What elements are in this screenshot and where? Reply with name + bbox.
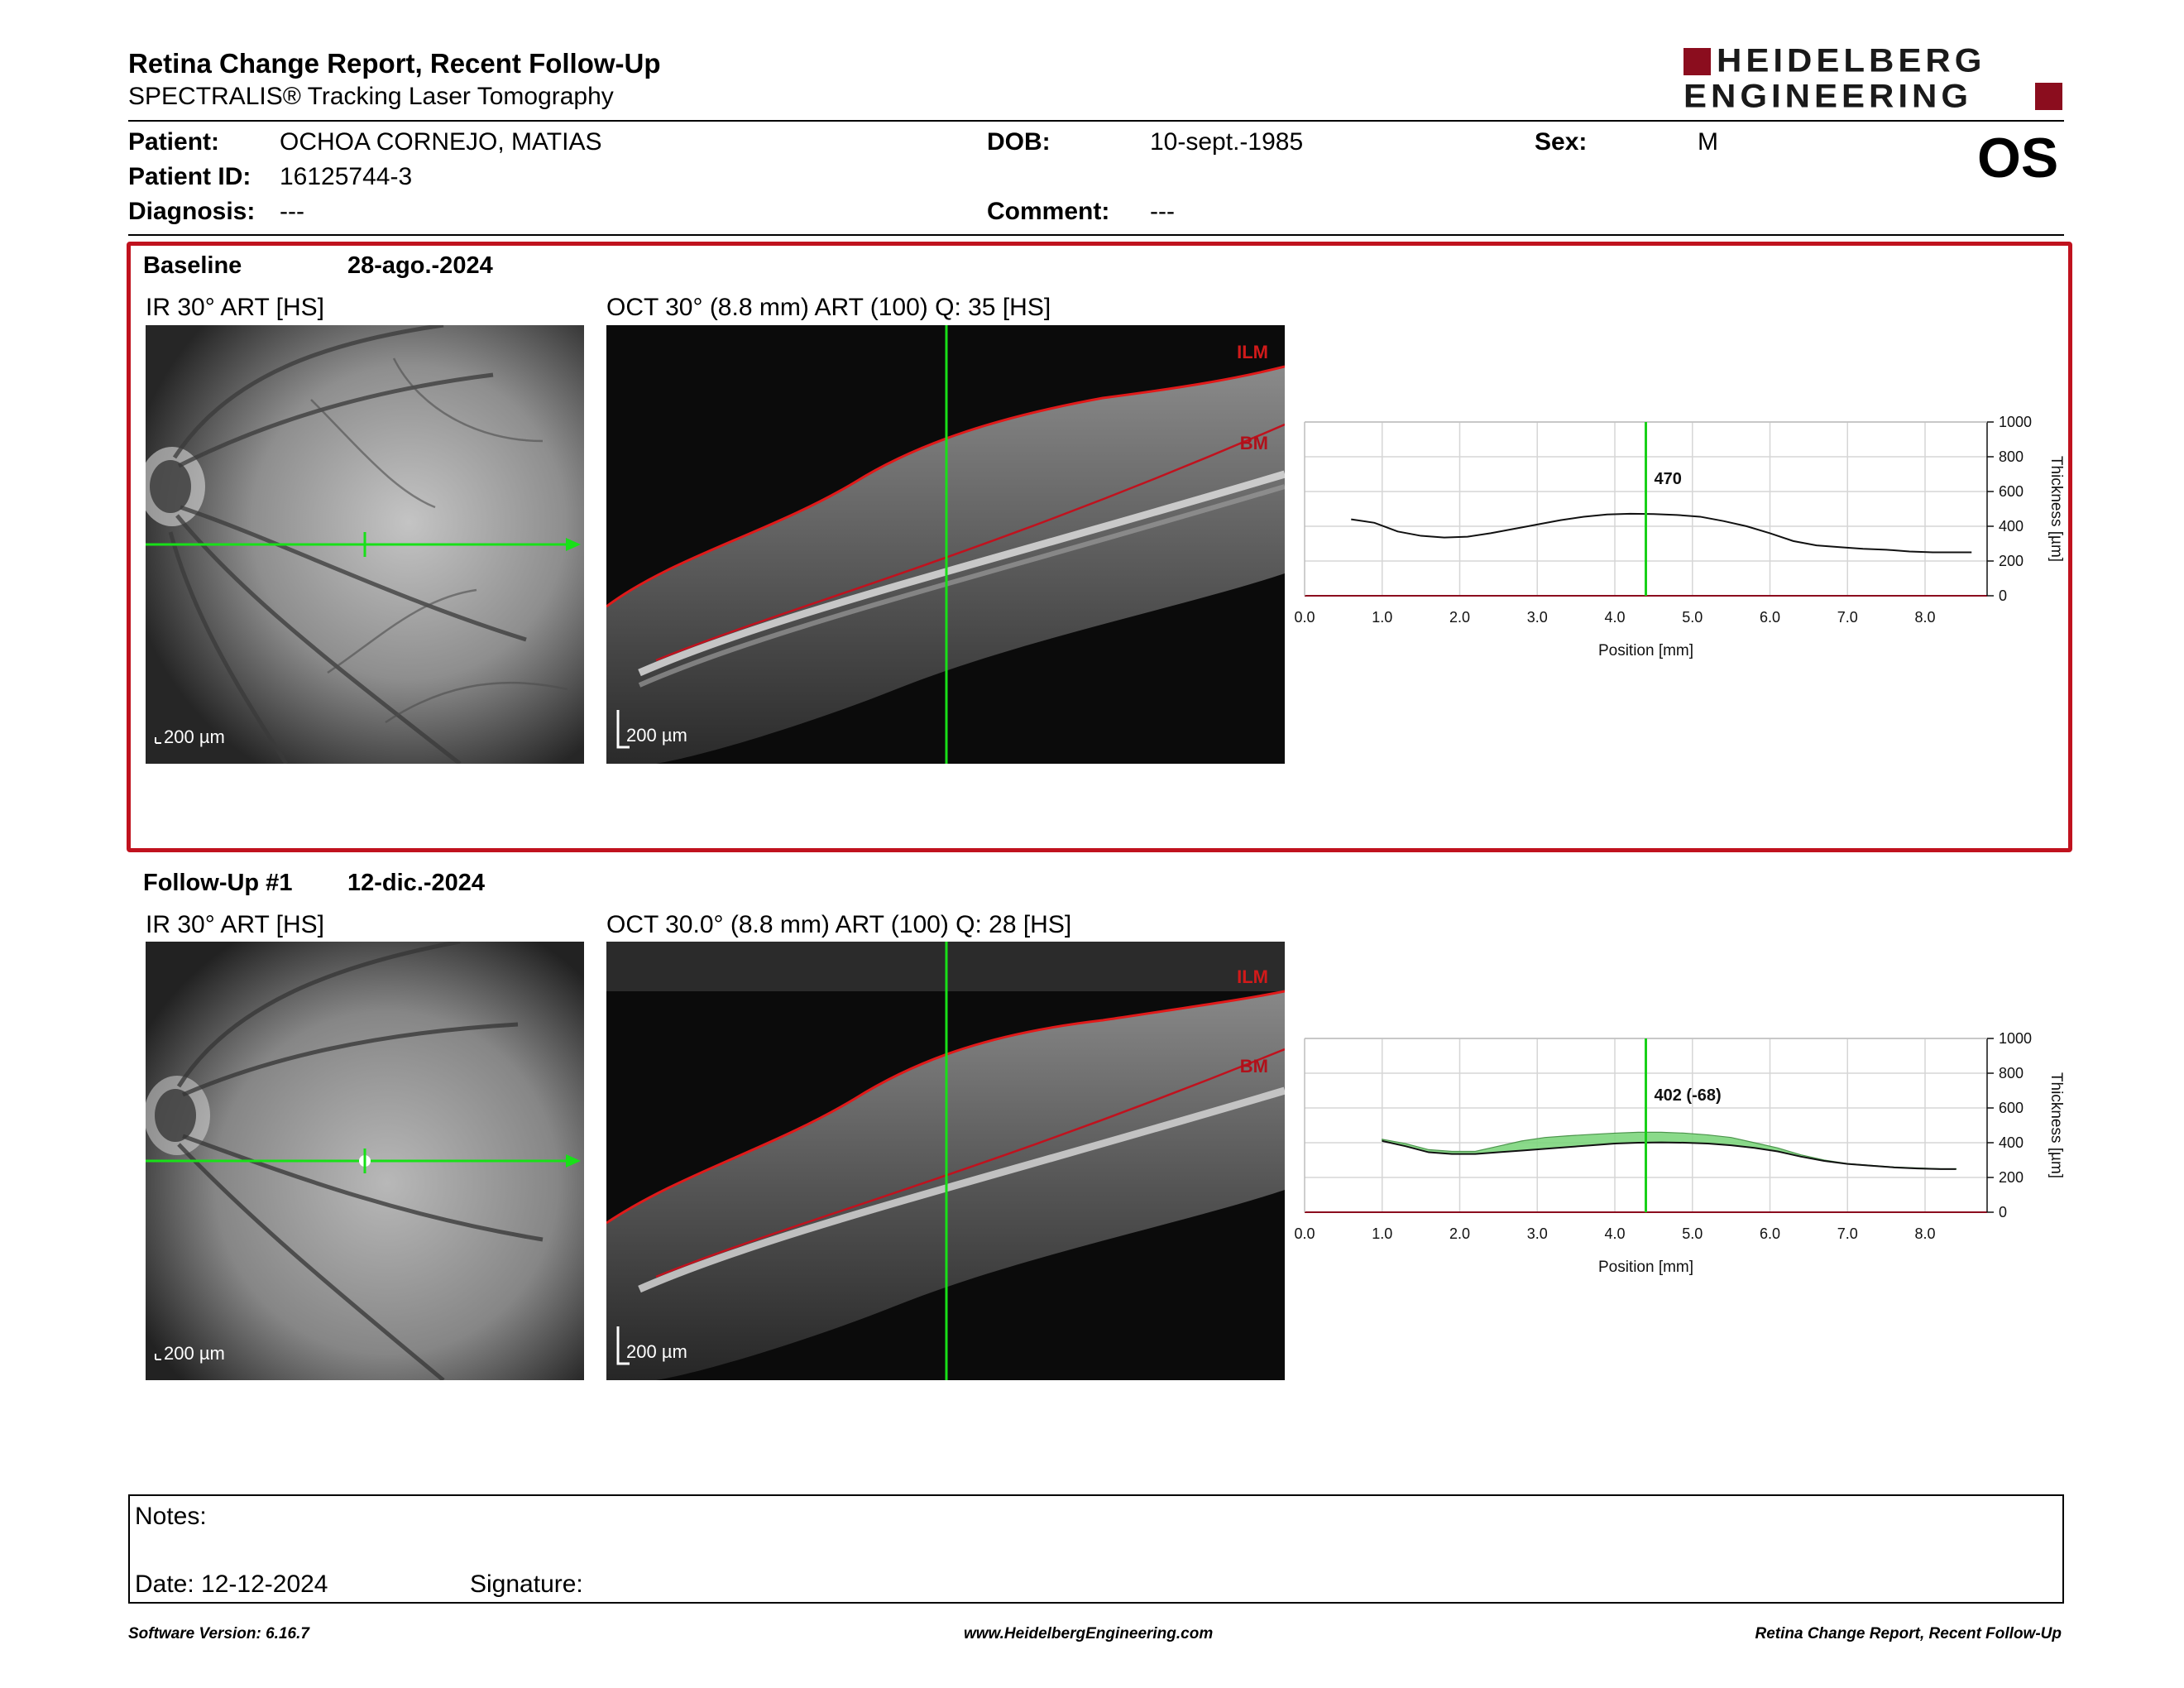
notes-label: Notes: bbox=[135, 1503, 207, 1530]
chart-x-tick-label: 8.0 bbox=[1914, 609, 1935, 626]
chart-x-tick-label: 6.0 bbox=[1760, 609, 1780, 626]
baseline-date: 28-ago.-2024 bbox=[347, 252, 493, 279]
patient-divider bbox=[128, 234, 2064, 236]
followup-ir-title: IR 30° ART [HS] bbox=[146, 911, 324, 938]
diagnosis-value: --- bbox=[280, 198, 304, 225]
chart-y-tick-label: 400 bbox=[1999, 1134, 2024, 1151]
followup-oct-scale-label: 200 µm bbox=[626, 1341, 687, 1362]
followup-fundus-drawing bbox=[146, 942, 584, 1380]
chart-x-tick-label: 7.0 bbox=[1837, 609, 1858, 626]
chart-x-axis-label: Position [mm] bbox=[1598, 642, 1693, 659]
chart-y-tick-label: 600 bbox=[1999, 483, 2024, 500]
baseline-ir-fundus-image: 200 µm bbox=[146, 325, 584, 764]
chart-series-line bbox=[1351, 512, 1972, 554]
chart-x-tick-label: 0.0 bbox=[1295, 1225, 1315, 1242]
chart-x-tick-label: 5.0 bbox=[1682, 1225, 1703, 1242]
notes-date: Date: 12-12-2024 bbox=[135, 1571, 328, 1598]
chart-x-tick-label: 8.0 bbox=[1914, 1225, 1935, 1242]
followup-oct-drawing: ILM BM bbox=[606, 942, 1285, 1380]
baseline-ir-title: IR 30° ART [HS] bbox=[146, 294, 324, 321]
chart-y-tick-label: 200 bbox=[1999, 553, 2024, 569]
dob-value: 10-sept.-1985 bbox=[1150, 128, 1304, 156]
chart-y-tick-label: 0 bbox=[1999, 1204, 2007, 1220]
followup-ir-fundus-image: 200 µm bbox=[146, 942, 584, 1380]
followup-ilm-label: ILM bbox=[1237, 966, 1268, 987]
chart-series-line bbox=[1382, 1139, 1956, 1170]
heidelberg-logo: HEIDELBERG ENGINEERING bbox=[1684, 41, 2064, 116]
chart-x-tick-label: 1.0 bbox=[1372, 1225, 1392, 1242]
followup-oct-bscan-image: ILM BM 200 µm bbox=[606, 942, 1285, 1380]
logo-square-top bbox=[1684, 48, 1711, 75]
chart-y-tick-label: 200 bbox=[1999, 1169, 2024, 1186]
followup-label: Follow-Up #1 bbox=[143, 870, 293, 896]
chart-difference-area bbox=[1382, 1131, 1957, 1170]
notes-box bbox=[128, 1494, 2064, 1604]
chart-x-tick-label: 1.0 bbox=[1372, 609, 1392, 626]
comment-label: Comment: bbox=[987, 198, 1110, 225]
baseline-oct-title: OCT 30° (8.8 mm) ART (100) Q: 35 [HS] bbox=[606, 294, 1051, 321]
footer-report-name: Retina Change Report, Recent Follow-Up bbox=[1755, 1625, 2062, 1642]
chart-x-tick-label: 4.0 bbox=[1604, 1225, 1625, 1242]
baseline-section bbox=[127, 242, 2072, 852]
logo-square-bottom bbox=[2035, 83, 2062, 110]
header-divider bbox=[128, 120, 2064, 122]
chart-marker-value-label: 470 bbox=[1655, 470, 1682, 488]
dob-label: DOB: bbox=[987, 128, 1051, 156]
followup-thickness-chart: 0.0 1.0 2.0 3.0 4.0 5.0 6.0 7.0 8.0 0 200 400 600 800… bbox=[1295, 1030, 2065, 1276]
diagnosis-label: Diagnosis: bbox=[128, 198, 256, 225]
baseline-thickness-chart: 0.0 1.0 2.0 3.0 4.0 5.0 6.0 7.0 8.0 0 200 400 600 800… bbox=[1295, 414, 2065, 659]
followup-oct-title: OCT 30.0° (8.8 mm) ART (100) Q: 28 [HS] bbox=[606, 911, 1072, 938]
chart-y-tick-label: 0 bbox=[1999, 587, 2007, 604]
patient-name: OCHOA CORNEJO, MATIAS bbox=[280, 128, 602, 156]
patient-id-label: Patient ID: bbox=[128, 163, 251, 190]
chart-x-tick-label: 7.0 bbox=[1837, 1225, 1858, 1242]
baseline-bm-label: BM bbox=[1240, 433, 1268, 453]
chart-y-axis-label: Thickness [µm] bbox=[2048, 1072, 2065, 1178]
baseline-oct-bscan-image: ILM BM 200 µm bbox=[606, 325, 1285, 764]
chart-x-tick-label: 2.0 bbox=[1449, 609, 1470, 626]
chart-x-tick-label: 2.0 bbox=[1449, 1225, 1470, 1242]
baseline-label: Baseline bbox=[143, 252, 242, 279]
logo-text-line1: HEIDELBERG bbox=[1717, 41, 1986, 79]
sex-value: M bbox=[1698, 128, 1718, 156]
chart-x-tick-label: 3.0 bbox=[1527, 609, 1548, 626]
footer-website[interactable]: www.HeidelbergEngineering.com bbox=[964, 1625, 1214, 1642]
followup-bm-label: BM bbox=[1240, 1056, 1268, 1077]
eye-indicator: OS bbox=[1977, 127, 2059, 189]
baseline-oct-scale-label: 200 µm bbox=[626, 725, 687, 746]
chart-y-axis-label: Thickness [µm] bbox=[2048, 456, 2065, 562]
followup-date: 12-dic.-2024 bbox=[347, 870, 486, 896]
chart-x-tick-label: 0.0 bbox=[1295, 609, 1315, 626]
chart-x-tick-label: 3.0 bbox=[1527, 1225, 1548, 1242]
logo-text-line2: ENGINEERING bbox=[1684, 77, 1973, 114]
baseline-ilm-label: ILM bbox=[1237, 342, 1268, 362]
chart-x-tick-label: 5.0 bbox=[1682, 609, 1703, 626]
patient-label: Patient: bbox=[128, 128, 220, 156]
report-title: Retina Change Report, Recent Follow-Up bbox=[128, 48, 661, 79]
chart-y-tick-label: 1000 bbox=[1999, 414, 2032, 430]
chart-y-tick-label: 800 bbox=[1999, 448, 2024, 465]
signature-label: Signature: bbox=[470, 1571, 583, 1598]
baseline-fundus-drawing bbox=[146, 325, 584, 764]
chart-y-tick-label: 800 bbox=[1999, 1065, 2024, 1081]
baseline-ir-scale-label: 200 µm bbox=[164, 727, 225, 747]
chart-y-tick-label: 1000 bbox=[1999, 1030, 2032, 1047]
followup-ir-scale-label: 200 µm bbox=[164, 1343, 225, 1364]
chart-x-tick-label: 4.0 bbox=[1604, 609, 1625, 626]
comment-value: --- bbox=[1150, 198, 1175, 225]
chart-x-axis-label: Position [mm] bbox=[1598, 1259, 1693, 1276]
chart-marker-value-label: 402 (-68) bbox=[1655, 1086, 1722, 1105]
footer-software-version: Software Version: 6.16.7 bbox=[128, 1625, 309, 1642]
sex-label: Sex: bbox=[1535, 128, 1588, 156]
chart-x-tick-label: 6.0 bbox=[1760, 1225, 1780, 1242]
chart-y-tick-label: 600 bbox=[1999, 1100, 2024, 1116]
report-subtitle: SPECTRALIS® Tracking Laser Tomography bbox=[128, 83, 614, 110]
baseline-oct-drawing: ILM BM bbox=[606, 325, 1285, 764]
chart-y-tick-label: 400 bbox=[1999, 518, 2024, 535]
patient-id-value: 16125744-3 bbox=[280, 163, 413, 190]
